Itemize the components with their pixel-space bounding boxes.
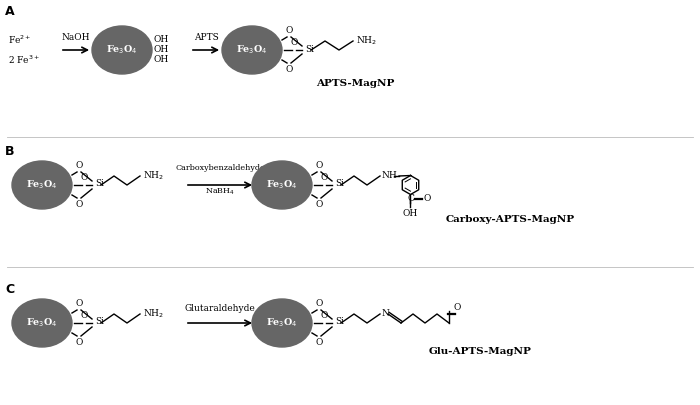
Text: O: O [76,299,83,308]
Text: C: C [407,194,414,203]
Text: 2 Fe$^{3+}$: 2 Fe$^{3+}$ [8,54,40,66]
Text: Si: Si [95,179,104,188]
Text: O: O [286,26,293,35]
Text: Fe$_3$O$_4$: Fe$_3$O$_4$ [106,44,138,56]
Text: O: O [315,338,323,347]
Text: Si: Si [335,179,344,188]
Text: Si: Si [95,318,104,326]
Text: Glutaraldehyde: Glutaraldehyde [185,304,256,313]
Text: O: O [315,200,323,209]
Text: O: O [424,194,431,203]
Text: O: O [286,65,293,74]
Text: OH: OH [153,55,168,64]
Text: NaOH: NaOH [62,33,90,42]
Text: O: O [76,338,83,347]
Text: Fe$_3$O$_4$: Fe$_3$O$_4$ [26,317,58,329]
Text: Fe$_3$O$_4$: Fe$_3$O$_4$ [236,44,268,56]
Ellipse shape [12,161,72,209]
Text: O: O [80,311,88,320]
Text: Fe$_3$O$_4$: Fe$_3$O$_4$ [266,179,298,191]
Text: O: O [80,173,88,182]
Ellipse shape [12,299,72,347]
Text: Fe$_3$O$_4$: Fe$_3$O$_4$ [26,179,58,191]
Text: Glu-APTS-MagNP: Glu-APTS-MagNP [428,347,531,356]
Text: NH$_2$: NH$_2$ [143,308,164,320]
Text: Si: Si [335,318,344,326]
Text: B: B [5,145,15,158]
Text: N: N [382,309,390,318]
Text: O: O [321,173,328,182]
Text: Si: Si [305,45,314,53]
Text: Fe$^{2+}$: Fe$^{2+}$ [8,34,32,46]
Text: APTS-MagNP: APTS-MagNP [316,79,394,87]
Text: Carboxybenzaldehyde: Carboxybenzaldehyde [175,164,265,172]
Ellipse shape [92,26,152,74]
Text: O: O [453,303,461,311]
Text: OH: OH [403,209,418,217]
Text: OH: OH [153,45,168,55]
Text: APTS: APTS [194,33,218,42]
Ellipse shape [222,26,282,74]
Text: O: O [76,161,83,170]
Text: NaBH$_4$: NaBH$_4$ [205,187,235,198]
Text: NH$_2$: NH$_2$ [143,170,164,182]
Text: NH: NH [382,171,398,180]
Text: O: O [321,311,328,320]
Text: NH$_2$: NH$_2$ [356,35,377,47]
Ellipse shape [252,161,312,209]
Text: O: O [290,38,298,47]
Text: OH: OH [153,36,168,45]
Text: A: A [5,5,15,18]
Text: O: O [315,161,323,170]
Text: C: C [5,283,14,296]
Text: Fe$_3$O$_4$: Fe$_3$O$_4$ [266,317,298,329]
Text: Carboxy-APTS-MagNP: Carboxy-APTS-MagNP [445,215,575,224]
Text: O: O [315,299,323,308]
Text: O: O [76,200,83,209]
Ellipse shape [252,299,312,347]
